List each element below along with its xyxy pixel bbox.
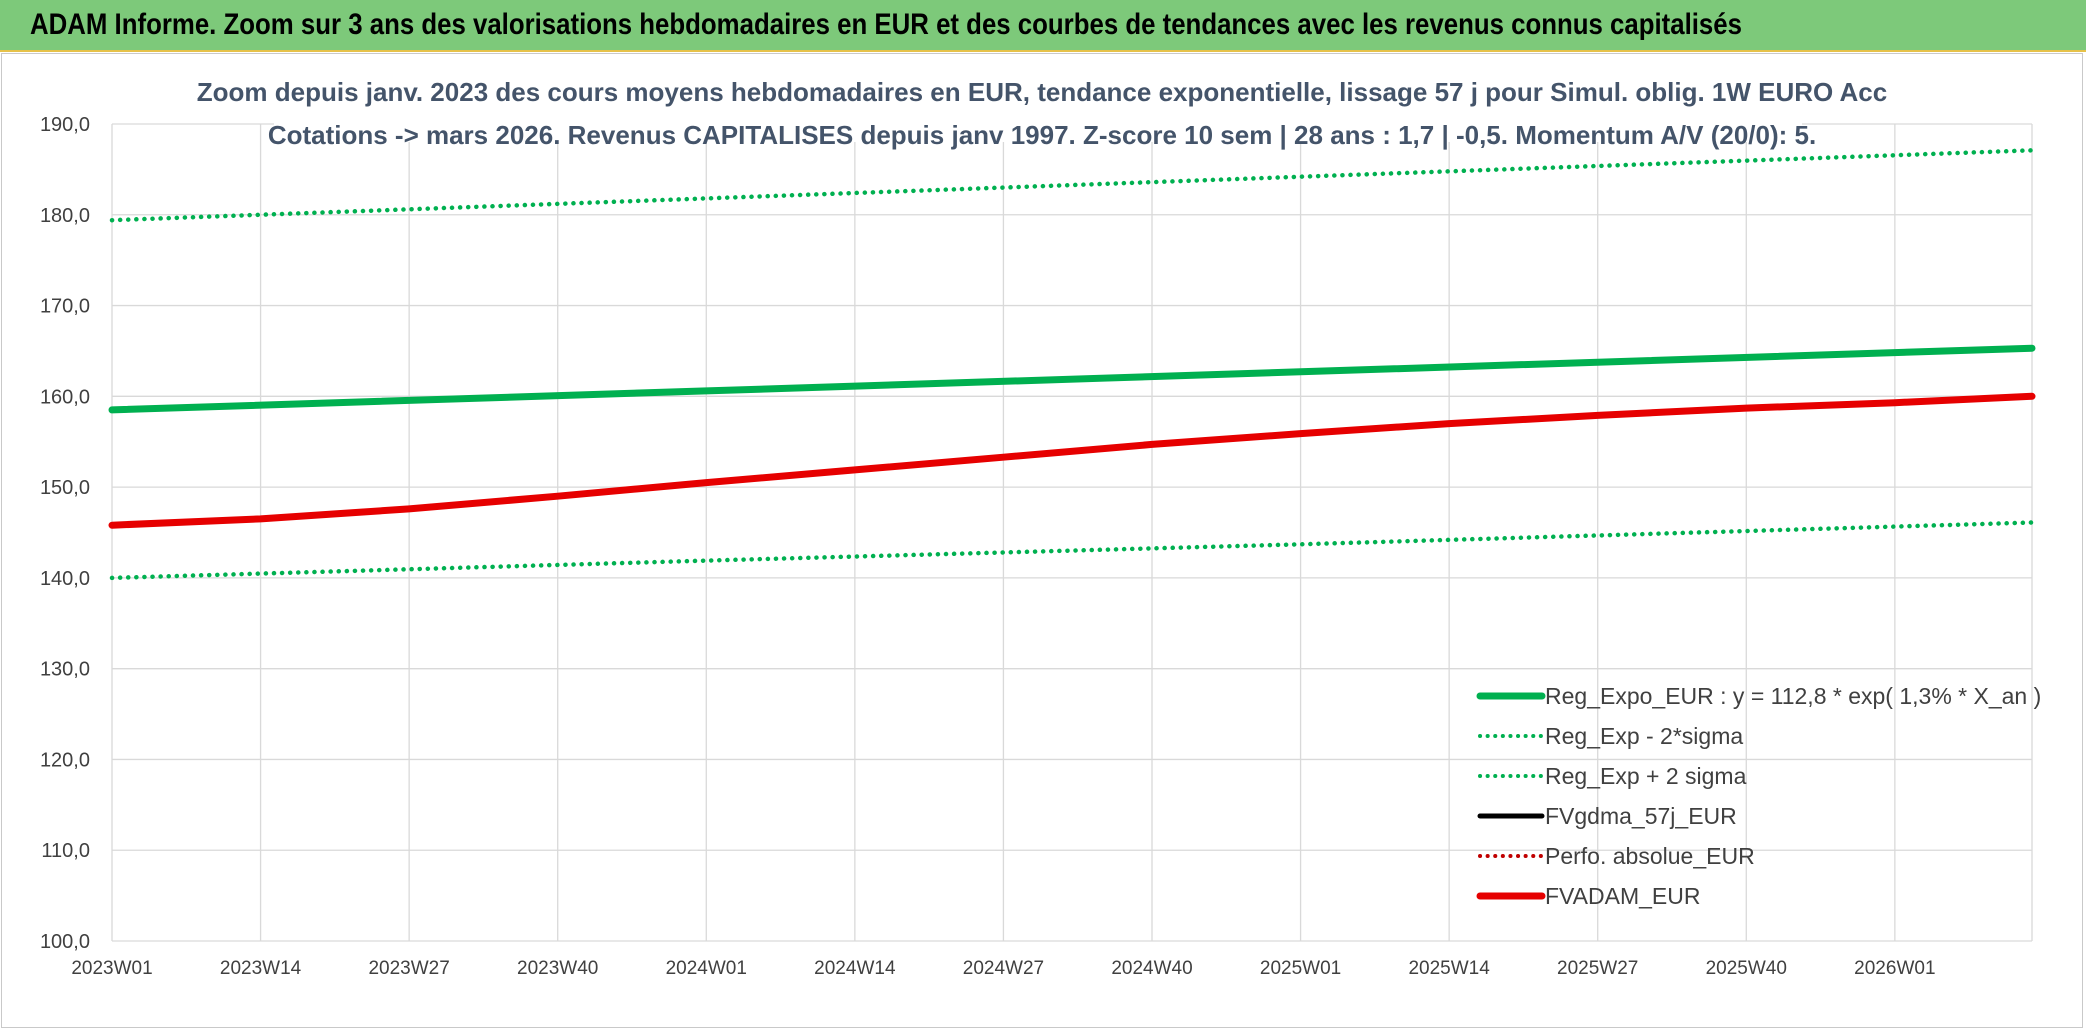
header-bar: ADAM Informe. Zoom sur 3 ans des valoris… — [0, 0, 2086, 52]
legend-label: Reg_Expo_EUR : y = 112,8 * exp( 1,3% * X… — [1545, 683, 2041, 709]
chart-title-line2: Cotations -> mars 2026. Revenus CAPITALI… — [268, 120, 1816, 150]
legend-label: Perfo. absolue_EUR — [1545, 843, 1755, 869]
x-tick-label: 2024W40 — [1111, 958, 1192, 979]
x-tick-label: 2025W40 — [1706, 958, 1787, 979]
legend-label: FVgdma_57j_EUR — [1545, 803, 1737, 829]
series-line — [109, 520, 2035, 581]
chart-title-background — [274, 62, 1802, 142]
x-tick-label: 2024W27 — [963, 958, 1044, 979]
y-tick-label: 130,0 — [40, 659, 90, 681]
series-line — [108, 392, 2036, 529]
chart-title-line1: Zoom depuis janv. 2023 des cours moyens … — [197, 77, 1887, 107]
x-tick-label: 2024W01 — [666, 958, 747, 979]
line-chart: 100,0 110,0 120,0 130,0 140,0 150,0 160,0 170,0… — [40, 62, 2041, 979]
y-tick-label: 140,0 — [40, 568, 90, 590]
series-line — [108, 344, 2036, 414]
legend-label: Reg_Exp + 2 sigma — [1545, 763, 1747, 789]
y-tick-label: 110,0 — [41, 840, 90, 862]
y-tick-label: 120,0 — [40, 749, 90, 771]
y-tick-label: 160,0 — [40, 386, 90, 408]
page-title: ADAM Informe. Zoom sur 3 ans des valoris… — [30, 8, 1742, 41]
x-tick-label: 2023W40 — [517, 958, 598, 979]
x-tick-label: 2023W14 — [220, 958, 302, 979]
x-tick-label: 2025W27 — [1557, 958, 1638, 979]
series-line — [109, 148, 2035, 223]
x-tick-label: 2023W01 — [71, 958, 152, 979]
x-tick-label: 2025W01 — [1260, 958, 1341, 979]
y-tick-label: 180,0 — [40, 205, 90, 227]
y-tick-label: 170,0 — [40, 296, 90, 318]
legend-label: Reg_Exp - 2*sigma — [1545, 723, 1743, 749]
y-tick-label: 190,0 — [40, 114, 90, 136]
x-tick-label: 2026W01 — [1854, 958, 1935, 979]
x-tick-label: 2023W27 — [368, 958, 449, 979]
y-tick-label: 150,0 — [40, 477, 90, 499]
chart-frame: 100,0 110,0 120,0 130,0 140,0 150,0 160,0 170,0… — [1, 53, 2083, 1028]
legend-label: FVADAM_EUR — [1545, 883, 1701, 909]
y-tick-label: 100,0 — [40, 931, 90, 953]
x-tick-label: 2024W14 — [814, 958, 896, 979]
x-tick-label: 2025W14 — [1408, 958, 1490, 979]
